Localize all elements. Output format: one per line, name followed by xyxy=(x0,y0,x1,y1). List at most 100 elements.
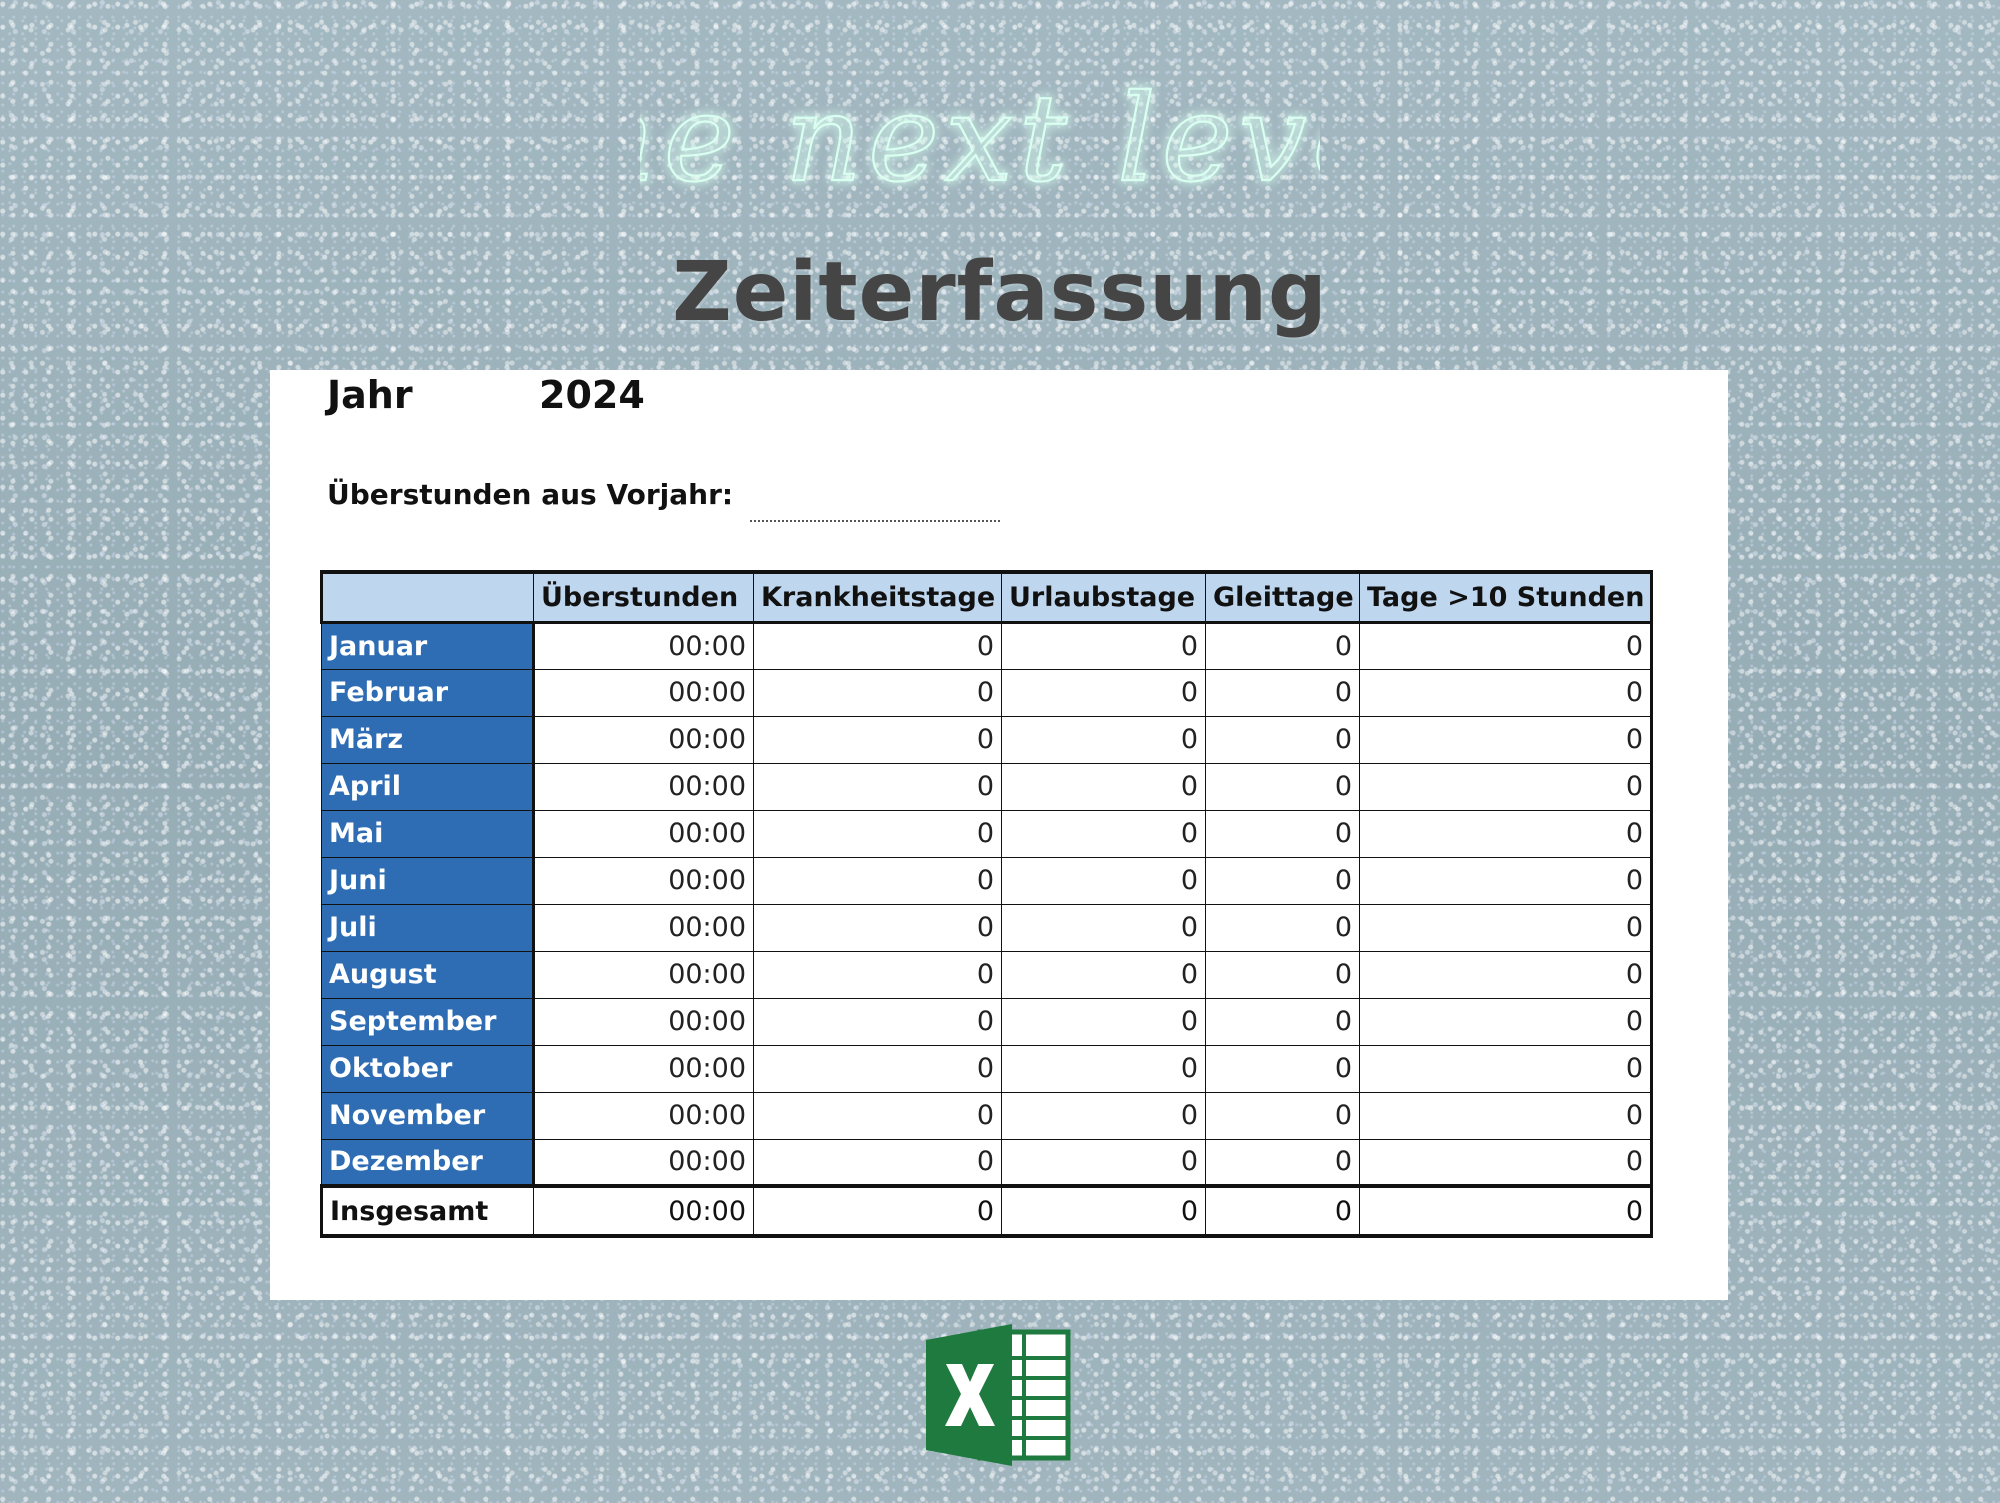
table-row: Juni 00:00 0 0 0 0 xyxy=(321,856,1653,905)
table-row: Oktober 00:00 0 0 0 0 xyxy=(321,1044,1653,1093)
flex-days-cell[interactable]: 0 xyxy=(1205,1044,1360,1093)
sick-days-cell[interactable]: 0 xyxy=(753,762,1002,811)
sick-days-cell[interactable]: 0 xyxy=(753,715,1002,764)
flex-days-cell[interactable]: 0 xyxy=(1205,1138,1360,1187)
vacation-days-cell[interactable]: 0 xyxy=(1001,620,1206,670)
table-row: September 00:00 0 0 0 0 xyxy=(321,997,1653,1046)
month-label: April xyxy=(321,762,535,811)
total-cell: 0 xyxy=(1205,1184,1360,1238)
month-label: Juni xyxy=(321,856,535,905)
long-days-cell[interactable]: 0 xyxy=(1359,809,1653,858)
flex-days-cell[interactable]: 0 xyxy=(1205,1091,1360,1140)
overtime-cell[interactable]: 00:00 xyxy=(533,950,754,999)
overtime-cell[interactable]: 00:00 xyxy=(533,997,754,1046)
sick-days-cell[interactable]: 0 xyxy=(753,950,1002,999)
long-days-cell[interactable]: 0 xyxy=(1359,1044,1653,1093)
sick-days-cell[interactable]: 0 xyxy=(753,997,1002,1046)
overtime-cell[interactable]: 00:00 xyxy=(533,809,754,858)
vacation-days-cell[interactable]: 0 xyxy=(1001,997,1206,1046)
flex-days-cell[interactable]: 0 xyxy=(1205,715,1360,764)
script-logo: the next level xyxy=(640,69,1320,210)
total-cell: 0 xyxy=(1359,1184,1653,1238)
flex-days-cell[interactable]: 0 xyxy=(1205,950,1360,999)
overtime-cell[interactable]: 00:00 xyxy=(533,903,754,952)
month-label: Februar xyxy=(321,668,535,717)
sick-days-cell[interactable]: 0 xyxy=(753,1138,1002,1187)
vacation-days-cell[interactable]: 0 xyxy=(1001,1091,1206,1140)
flex-days-cell[interactable]: 0 xyxy=(1205,620,1360,670)
total-label: Insgesamt xyxy=(320,1184,534,1238)
flex-days-cell[interactable]: 0 xyxy=(1205,762,1360,811)
year-value[interactable]: 2024 xyxy=(539,373,645,417)
flex-days-cell[interactable]: 0 xyxy=(1205,903,1360,952)
header-long-days: Tage >10 Stunden xyxy=(1359,570,1653,623)
long-days-cell[interactable]: 0 xyxy=(1359,856,1653,905)
vacation-days-cell[interactable]: 0 xyxy=(1001,668,1206,717)
header-sick-days: Krankheitstage xyxy=(753,570,1002,623)
overtime-cell[interactable]: 00:00 xyxy=(533,1044,754,1093)
sick-days-cell[interactable]: 0 xyxy=(753,903,1002,952)
header-flex-days: Gleittage xyxy=(1205,570,1360,623)
svg-text:the next level: the next level xyxy=(640,70,1320,209)
long-days-cell[interactable]: 0 xyxy=(1359,1138,1653,1187)
sick-days-cell[interactable]: 0 xyxy=(753,856,1002,905)
overtime-cell[interactable]: 00:00 xyxy=(533,762,754,811)
vacation-days-cell[interactable]: 0 xyxy=(1001,856,1206,905)
long-days-cell[interactable]: 0 xyxy=(1359,903,1653,952)
flex-days-cell[interactable]: 0 xyxy=(1205,668,1360,717)
sick-days-cell[interactable]: 0 xyxy=(753,809,1002,858)
month-label: September xyxy=(321,997,535,1046)
sick-days-cell[interactable]: 0 xyxy=(753,620,1002,670)
vacation-days-cell[interactable]: 0 xyxy=(1001,1138,1206,1187)
long-days-cell[interactable]: 0 xyxy=(1359,997,1653,1046)
overtime-cell[interactable]: 00:00 xyxy=(533,856,754,905)
table-row: Mai 00:00 0 0 0 0 xyxy=(321,809,1653,858)
vacation-days-cell[interactable]: 0 xyxy=(1001,1044,1206,1093)
sick-days-cell[interactable]: 0 xyxy=(753,1044,1002,1093)
vacation-days-cell[interactable]: 0 xyxy=(1001,809,1206,858)
table-row: Februar 00:00 0 0 0 0 xyxy=(321,668,1653,717)
month-label: August xyxy=(321,950,535,999)
total-cell: 0 xyxy=(753,1184,1002,1238)
long-days-cell[interactable]: 0 xyxy=(1359,950,1653,999)
month-label: Mai xyxy=(321,809,535,858)
overtime-cell[interactable]: 00:00 xyxy=(533,620,754,670)
vacation-days-cell[interactable]: 0 xyxy=(1001,950,1206,999)
sick-days-cell[interactable]: 0 xyxy=(753,668,1002,717)
long-days-cell[interactable]: 0 xyxy=(1359,762,1653,811)
excel-icon[interactable] xyxy=(926,1322,1074,1468)
table-row: April 00:00 0 0 0 0 xyxy=(321,762,1653,811)
long-days-cell[interactable]: 0 xyxy=(1359,715,1653,764)
table-row: Januar 00:00 0 0 0 0 xyxy=(321,620,1653,670)
table-row: Dezember 00:00 0 0 0 0 xyxy=(321,1138,1653,1187)
vacation-days-cell[interactable]: 0 xyxy=(1001,903,1206,952)
overtime-cell[interactable]: 00:00 xyxy=(533,668,754,717)
table-header-row: Überstunden Krankheitstage Urlaubstage G… xyxy=(320,570,1653,623)
flex-days-cell[interactable]: 0 xyxy=(1205,809,1360,858)
long-days-cell[interactable]: 0 xyxy=(1359,1091,1653,1140)
year-label: Jahr xyxy=(327,373,413,417)
overtime-cell[interactable]: 00:00 xyxy=(533,715,754,764)
vacation-days-cell[interactable]: 0 xyxy=(1001,762,1206,811)
flex-days-cell[interactable]: 0 xyxy=(1205,856,1360,905)
month-label: November xyxy=(321,1091,535,1140)
month-label: Oktober xyxy=(321,1044,535,1093)
long-days-cell[interactable]: 0 xyxy=(1359,620,1653,670)
sick-days-cell[interactable]: 0 xyxy=(753,1091,1002,1140)
flex-days-cell[interactable]: 0 xyxy=(1205,997,1360,1046)
overtime-cell[interactable]: 00:00 xyxy=(533,1091,754,1140)
table-row: Juli 00:00 0 0 0 0 xyxy=(321,903,1653,952)
page-title: Zeiterfassung xyxy=(672,245,1328,340)
month-label: Dezember xyxy=(321,1138,535,1187)
total-row: Insgesamt 00:00 0 0 0 0 xyxy=(320,1184,1653,1238)
overtime-cell[interactable]: 00:00 xyxy=(533,1138,754,1187)
table-row: November 00:00 0 0 0 0 xyxy=(321,1091,1653,1140)
time-tracking-table: Überstunden Krankheitstage Urlaubstage G… xyxy=(320,570,1653,1238)
header-month xyxy=(320,570,534,623)
carryover-input[interactable] xyxy=(750,478,1000,522)
table-row: August 00:00 0 0 0 0 xyxy=(321,950,1653,999)
long-days-cell[interactable]: 0 xyxy=(1359,668,1653,717)
vacation-days-cell[interactable]: 0 xyxy=(1001,715,1206,764)
spreadsheet-panel: Jahr 2024 Überstunden aus Vorjahr: Übers… xyxy=(270,370,1728,1300)
total-cell: 00:00 xyxy=(533,1184,754,1238)
